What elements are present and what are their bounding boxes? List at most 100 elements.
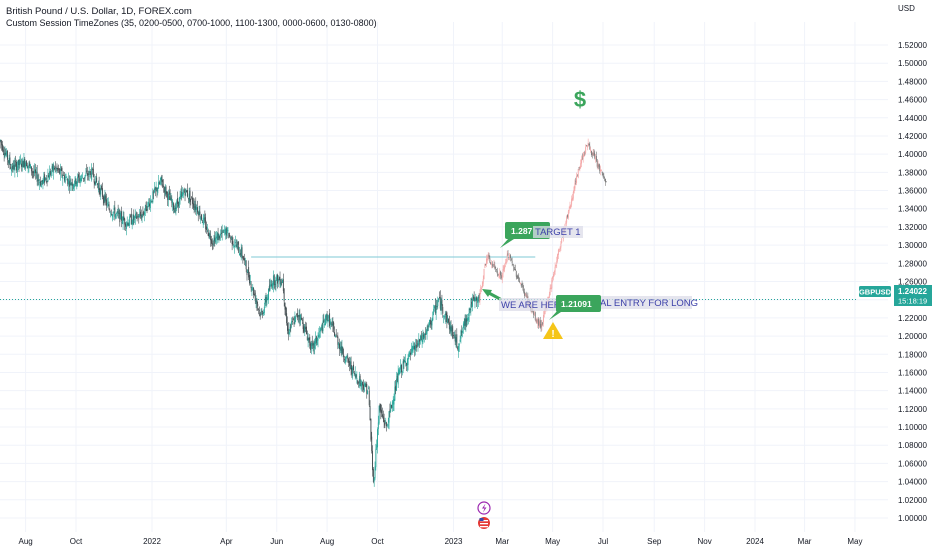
candle-body (244, 258, 245, 261)
candle-body (455, 337, 457, 343)
candle-body (234, 242, 236, 243)
candle-body (92, 169, 93, 170)
candle-body (449, 324, 451, 330)
candle-body (558, 248, 560, 250)
candle-body (164, 186, 166, 191)
candle-body (7, 160, 9, 162)
candle-body (365, 384, 367, 387)
candle-body (153, 191, 155, 193)
candle-body (299, 315, 301, 320)
candle-body (43, 176, 45, 181)
candle-body (471, 301, 473, 305)
candle-body (75, 179, 77, 185)
candle-body (467, 317, 469, 321)
us-flag-icon[interactable] (478, 517, 490, 529)
candle-body (200, 217, 202, 221)
candle-body (114, 207, 116, 217)
candle-body (196, 207, 198, 213)
candle-body (270, 284, 272, 286)
symbol-badge[interactable]: GBPUSD (859, 286, 892, 297)
candle-body (68, 181, 70, 187)
candle-body (315, 336, 317, 343)
candle-body (210, 235, 212, 241)
price-tick-label: 1.18000 (898, 350, 927, 359)
candle-body (588, 143, 590, 146)
candle-body (604, 179, 606, 181)
candle-body (300, 314, 302, 322)
dollar-sign-icon: $ (574, 87, 586, 112)
candle-body (543, 312, 545, 315)
candle-body (225, 228, 226, 235)
candle-body (459, 339, 461, 342)
candle-body (87, 173, 89, 176)
candle-body (34, 169, 36, 174)
candle-body (234, 245, 236, 248)
price-tick-label: 1.26000 (898, 278, 927, 287)
candle-body (16, 161, 17, 171)
price-tick-label: 1.32000 (898, 223, 927, 232)
candle-body (192, 203, 194, 206)
candle-body (465, 317, 467, 326)
candle-body (362, 382, 364, 386)
candle-body (144, 204, 146, 211)
price-tick-label: 1.36000 (898, 187, 927, 196)
candle-body (573, 186, 575, 194)
candle-body (310, 343, 312, 350)
candle-body (140, 215, 142, 219)
candle-body (526, 296, 528, 298)
candle-body (77, 176, 79, 184)
candle-body (22, 161, 24, 168)
candle-body (575, 181, 577, 182)
candle-body (500, 271, 502, 276)
candle-body (421, 339, 423, 343)
time-tick-label: Aug (320, 537, 334, 546)
candle-body (542, 322, 544, 325)
candle-body (339, 343, 340, 350)
candle-body (464, 318, 466, 326)
candle-body (409, 351, 411, 354)
candle-body (176, 201, 178, 208)
candle-body (83, 177, 85, 179)
chart-title[interactable]: British Pound / U.S. Dollar, 1D, FOREX.c… (6, 6, 192, 17)
candle-body (185, 188, 187, 193)
candle-body (151, 200, 153, 202)
candle-body (57, 168, 59, 171)
entry-badge[interactable]: 1.21091 (549, 295, 601, 320)
candle-body (205, 220, 207, 230)
candle-body (322, 320, 324, 331)
candle-body (311, 340, 313, 346)
candle-body (106, 199, 108, 206)
lightning-icon[interactable] (477, 501, 491, 515)
candle-body (194, 206, 196, 210)
candle-body (406, 363, 408, 366)
candle-body (24, 158, 26, 167)
candle-body (47, 174, 49, 182)
target-label: TARGET 1 (535, 227, 581, 238)
time-axis[interactable]: Aug Oct 2022 Apr Jun Aug Oct 2023 Mar May Jul Sep No… (18, 537, 862, 546)
candle-body (288, 331, 290, 335)
candle-body (405, 360, 407, 363)
candle-body (407, 357, 409, 366)
candle-body (472, 298, 473, 307)
price-badge[interactable]: 1.24022 15:18:19 (894, 285, 932, 306)
candle-body (382, 416, 384, 419)
candle-body (412, 346, 414, 352)
candle-body (292, 319, 294, 321)
candle-body (396, 376, 398, 382)
candle-body (469, 308, 471, 311)
candle-body (600, 170, 602, 172)
indicator-label[interactable]: Custom Session TimeZones (35, 0200-0500,… (6, 18, 377, 28)
candle-body (128, 223, 130, 226)
price-axis[interactable]: 1.00000 1.02000 1.04000 1.06000 1.08000 1.100… (898, 41, 927, 523)
candle-body (186, 190, 188, 192)
candle-body (344, 360, 346, 364)
candle-body (2, 144, 3, 151)
candle-body (442, 306, 444, 314)
time-tick-label: Apr (220, 537, 233, 546)
candle-body (291, 321, 293, 322)
candle-body (481, 282, 483, 287)
candle-body (105, 196, 107, 200)
candle-body (244, 260, 246, 262)
candle-body (78, 174, 79, 178)
